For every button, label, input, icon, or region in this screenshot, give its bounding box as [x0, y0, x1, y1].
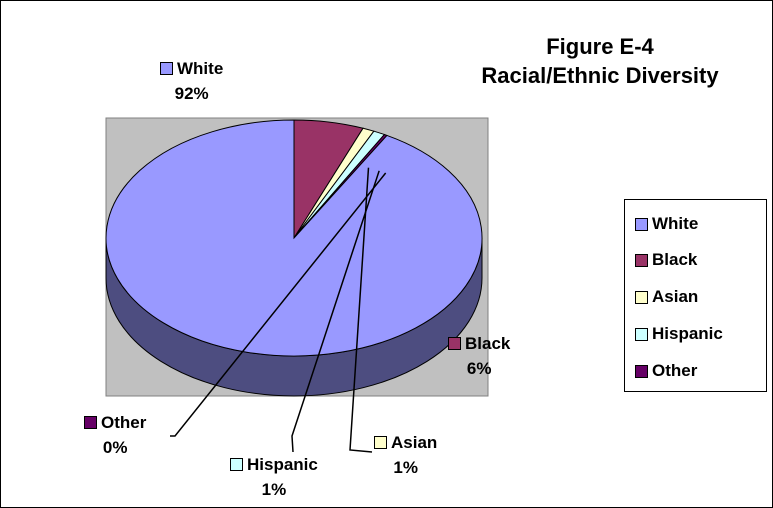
legend-item-other: Other	[635, 361, 697, 381]
pie-tops	[105, 119, 483, 357]
data-label-value: 92%	[174, 84, 209, 103]
data-label-value: 1%	[261, 480, 287, 499]
legend-label: Other	[652, 361, 698, 380]
leader-line-hispanic	[291, 170, 380, 453]
leader-line-other	[170, 172, 387, 437]
legend-swatch	[635, 217, 648, 231]
pie-slice-white	[105, 119, 483, 357]
data-label-name: Other	[101, 413, 147, 432]
legend-item-black: Black	[635, 250, 697, 270]
legend-label: Black	[652, 250, 698, 269]
data-label-swatch	[160, 62, 173, 75]
data-label-other: Other 0%	[84, 410, 146, 460]
leader-line-asian	[349, 167, 373, 453]
legend: White Black Asian Hispanic Other	[624, 199, 767, 392]
data-label-swatch	[84, 416, 97, 429]
chart-subtitle: Racial/Ethnic Diversity	[481, 63, 719, 88]
data-label-name: Hispanic	[247, 455, 318, 474]
data-label-black: Black 6%	[448, 331, 510, 381]
legend-swatch	[635, 290, 648, 304]
data-label-name: Black	[465, 334, 511, 353]
chart-title-block: Figure E-4 Racial/Ethnic Diversity	[430, 32, 770, 90]
legend-item-white: White	[635, 214, 698, 234]
data-label-name: Asian	[391, 433, 438, 452]
data-label-value: 1%	[393, 458, 418, 477]
legend-item-asian: Asian	[635, 287, 698, 307]
data-label-swatch	[230, 458, 243, 471]
data-label-white: White 92%	[160, 56, 223, 106]
data-label-name: White	[177, 59, 224, 78]
data-label-swatch	[374, 436, 387, 449]
legend-swatch	[635, 253, 648, 267]
legend-swatch	[635, 364, 648, 378]
data-label-asian: Asian 1%	[374, 430, 437, 480]
data-label-value: 0%	[102, 438, 128, 457]
legend-label: White	[652, 214, 699, 233]
data-label-value: 6%	[466, 359, 492, 378]
data-label-hispanic: Hispanic 1%	[230, 452, 318, 502]
legend-swatch	[635, 327, 648, 341]
legend-label: Hispanic	[652, 324, 723, 343]
legend-item-hispanic: Hispanic	[635, 324, 723, 344]
chart-title: Figure E-4	[546, 34, 654, 59]
legend-label: Asian	[652, 287, 699, 306]
data-label-swatch	[448, 337, 461, 350]
leader-lines	[170, 167, 387, 453]
